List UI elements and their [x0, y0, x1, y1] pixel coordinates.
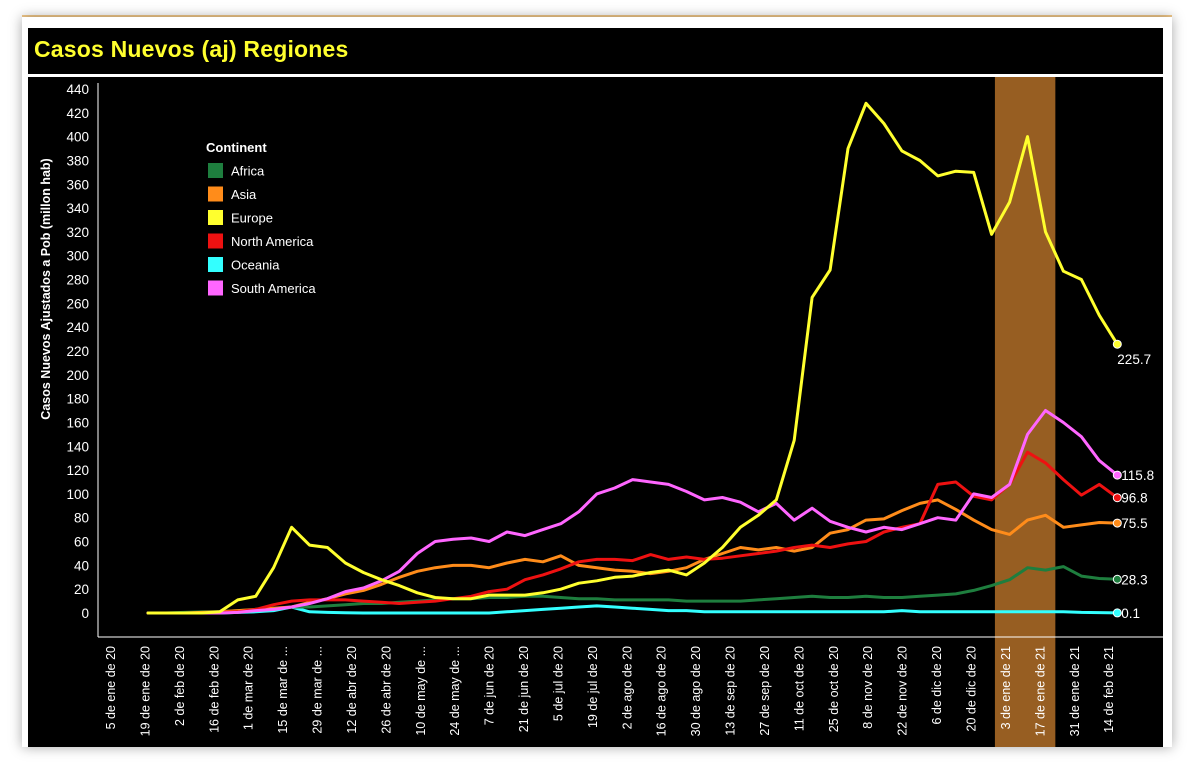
legend-title: Continent — [206, 140, 267, 155]
y-tick-label: 220 — [66, 344, 89, 359]
series-layer — [146, 101, 1122, 618]
end-label-asia: 75.5 — [1121, 516, 1147, 531]
y-tick-label: 120 — [66, 463, 89, 478]
series-end-marker-south-america — [1112, 470, 1122, 480]
axis-layer: 0 20 40 60 80 100 120 140 160 180 200 220 240 260 280 3… — [39, 82, 1163, 736]
legend-swatch — [208, 257, 223, 272]
title-bar: Casos Nuevos (aj) Regiones — [28, 28, 1163, 74]
legend-label: Oceania — [231, 258, 280, 273]
legend-label: South America — [231, 281, 316, 296]
y-tick-label: 20 — [74, 582, 89, 597]
x-tick-label: 13 de sep de 20 — [724, 646, 738, 736]
x-tick-label: 19 de ene de 20 — [138, 646, 152, 736]
series-line-south-america — [146, 409, 1119, 615]
x-tick-label: 26 de abr de 20 — [379, 646, 393, 734]
x-tick-label: 2 de ago de 20 — [620, 646, 634, 729]
legend-swatch — [208, 186, 223, 202]
y-tick-label: 240 — [66, 320, 89, 335]
end-label-europe: 225.7 — [1117, 352, 1151, 367]
y-tick-label: 60 — [74, 535, 89, 550]
y-tick-label: 300 — [66, 249, 89, 264]
series-end-marker-europe — [1112, 339, 1122, 349]
series-line-africa — [146, 565, 1119, 615]
x-tick-label: 16 de feb de 20 — [207, 646, 221, 733]
y-tick-label: 420 — [66, 106, 89, 121]
x-tick-label: 19 de jul de 20 — [586, 646, 600, 728]
y-tick-label: 340 — [66, 201, 89, 216]
y-tick-label: 80 — [74, 511, 89, 526]
series-line-north-america — [146, 450, 1119, 615]
x-tick-label: 30 de ago de 20 — [689, 646, 703, 736]
series-end-marker-africa — [1112, 574, 1122, 584]
x-tick-label: 8 de nov de 20 — [861, 646, 875, 729]
y-tick-label: 100 — [66, 487, 89, 502]
y-axis-label: Casos Nuevos Ajustados a Pob (millon hab… — [39, 158, 53, 419]
x-tick-label: 12 de abr de 20 — [345, 646, 359, 734]
y-tick-label: 360 — [66, 177, 89, 192]
end-label-oceania: 0.1 — [1121, 606, 1140, 621]
series-line-oceania — [146, 604, 1119, 615]
y-tick-label: 400 — [66, 130, 89, 145]
y-tick-label: 0 — [81, 606, 89, 621]
y-tick-label: 260 — [66, 296, 89, 311]
x-tick-label: 31 de ene de 21 — [1068, 646, 1082, 736]
x-tick-label: 20 de dic de 20 — [965, 646, 979, 732]
legend-label: North America — [231, 234, 314, 249]
series-line-europe — [146, 101, 1119, 615]
legend-label: Europe — [231, 211, 273, 226]
y-tick-label: 40 — [74, 558, 89, 573]
x-tick-label: 15 de mar de ... — [276, 646, 290, 734]
x-tick-label: 17 de ene de 21 — [1033, 646, 1047, 736]
x-tick-label: 2 de feb de 20 — [173, 646, 187, 726]
legend-label: Africa — [231, 164, 265, 179]
x-tick-label: 5 de ene de 20 — [104, 646, 118, 729]
chart-title: Casos Nuevos (aj) Regiones — [34, 36, 349, 62]
series-end-marker-north-america — [1112, 493, 1122, 503]
end-label-africa: 28.3 — [1121, 572, 1147, 587]
y-tick-label: 320 — [66, 225, 89, 240]
legend-swatch — [208, 233, 223, 249]
series-end-marker-asia — [1112, 518, 1122, 528]
top-accent-line — [22, 15, 1172, 17]
legend-swatch — [208, 280, 223, 296]
x-tick-label: 5 de jul de 20 — [551, 646, 565, 721]
y-tick-label: 180 — [66, 392, 89, 407]
x-tick-label: 27 de sep de 20 — [758, 646, 772, 736]
title-separator — [28, 74, 1163, 77]
series-end-marker-oceania — [1112, 608, 1122, 618]
y-tick-label: 160 — [66, 415, 89, 430]
x-tick-label: 22 de nov de 20 — [896, 646, 910, 736]
x-tick-label: 14 de feb de 21 — [1102, 646, 1116, 733]
series-line-asia — [146, 498, 1119, 615]
x-tick-label: 16 de ago de 20 — [655, 646, 669, 736]
end-label-north-america: 96.8 — [1121, 491, 1147, 506]
legend: Continent Africa Asia Europe North America Oc… — [206, 140, 316, 296]
y-tick-label: 280 — [66, 273, 89, 288]
x-axis-panel — [28, 637, 1163, 747]
legend-swatch — [208, 210, 223, 225]
x-tick-label: 3 de ene de 21 — [999, 646, 1013, 729]
x-tick-label: 11 de oct de 20 — [792, 646, 806, 731]
legend-swatch — [208, 163, 223, 178]
y-tick-label: 440 — [66, 82, 89, 97]
y-tick-label: 200 — [66, 368, 89, 383]
x-tick-label: 24 de may de ... — [448, 646, 462, 736]
legend-label: Asia — [231, 187, 257, 202]
y-tick-label: 140 — [66, 439, 89, 454]
x-tick-label: 25 de oct de 20 — [827, 646, 841, 732]
end-label-south-america: 115.8 — [1121, 468, 1154, 483]
end-label-layer: 0.1 28.3 75.5 96.8 115.8 225.7 — [1117, 352, 1154, 621]
x-tick-label: 7 de jun de 20 — [483, 646, 497, 725]
y-tick-label: 380 — [66, 153, 89, 168]
x-tick-label: 29 de mar de ... — [311, 646, 325, 734]
x-tick-label: 1 de mar de 20 — [242, 646, 256, 730]
x-tick-label: 6 de dic de 20 — [930, 646, 944, 725]
x-tick-label: 21 de jun de 20 — [517, 646, 531, 732]
x-tick-label: 10 de may de ... — [414, 646, 428, 736]
